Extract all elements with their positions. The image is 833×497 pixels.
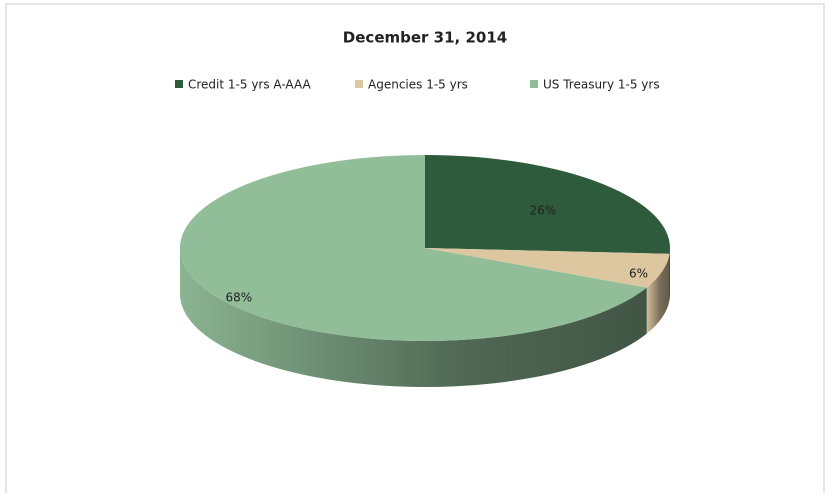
data-label: 26%	[530, 203, 557, 217]
data-label: 6%	[629, 266, 648, 280]
chart-title: December 31, 2014	[343, 29, 507, 47]
legend-label: Credit 1-5 yrs A-AAA	[188, 78, 312, 92]
legend-label: Agencies 1-5 yrs	[368, 78, 468, 92]
legend-swatch	[175, 80, 183, 88]
legend-swatch	[355, 80, 363, 88]
legend-swatch	[530, 80, 538, 88]
data-label: 68%	[225, 290, 252, 304]
legend-label: US Treasury 1-5 yrs	[543, 78, 660, 92]
